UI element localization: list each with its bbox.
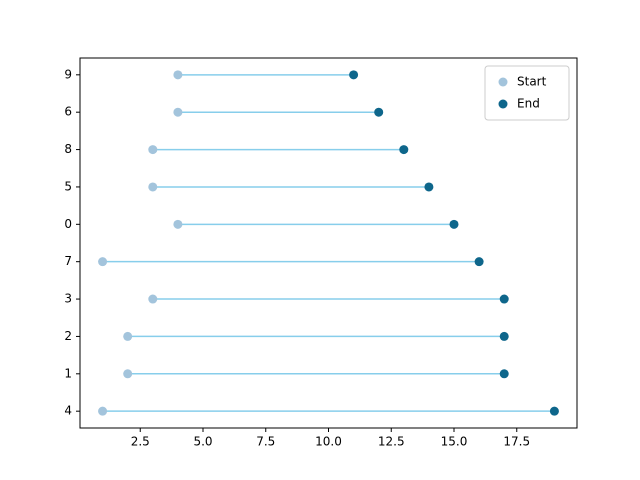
- point: [549, 406, 559, 416]
- point: [399, 145, 409, 155]
- y-tick-label: 9: [64, 67, 72, 81]
- y-tick-label: 2: [64, 329, 72, 343]
- legend: Start End: [484, 65, 570, 121]
- point: [349, 70, 359, 80]
- y-tick-label: 4: [64, 404, 72, 418]
- legend-marker: [498, 99, 508, 109]
- point: [148, 145, 158, 155]
- x-tick-label: 17.5: [503, 435, 530, 449]
- plot-frame: [79, 57, 578, 429]
- legend-label: End: [517, 97, 540, 111]
- x-tick-label: 7.5: [256, 435, 275, 449]
- point: [374, 107, 384, 117]
- point: [499, 331, 509, 341]
- point: [173, 107, 183, 117]
- point: [98, 406, 108, 416]
- point: [499, 294, 509, 304]
- y-tick-label: 3: [64, 292, 72, 306]
- legend-label: Start: [517, 75, 547, 89]
- point: [123, 331, 133, 341]
- point: [148, 294, 158, 304]
- legend-marker: [498, 77, 508, 87]
- y-tick-label: 8: [64, 142, 72, 156]
- y-tick-label: 0: [64, 217, 72, 231]
- x-tick-label: 5.0: [193, 435, 212, 449]
- point: [499, 369, 509, 379]
- point: [173, 70, 183, 80]
- x-tick-label: 10.0: [315, 435, 342, 449]
- y-tick-label: 7: [64, 254, 72, 268]
- point: [148, 182, 158, 192]
- x-tick-label: 15.0: [441, 435, 468, 449]
- y-tick-label: 6: [64, 105, 72, 119]
- point: [123, 369, 133, 379]
- y-tick-label: 1: [64, 366, 72, 380]
- x-tick-label: 2.5: [131, 435, 150, 449]
- point: [424, 182, 434, 192]
- point: [449, 219, 459, 229]
- x-tick-label: 12.5: [378, 435, 405, 449]
- y-tick-label: 5: [64, 179, 72, 193]
- point: [474, 257, 484, 267]
- point: [98, 257, 108, 267]
- point: [173, 219, 183, 229]
